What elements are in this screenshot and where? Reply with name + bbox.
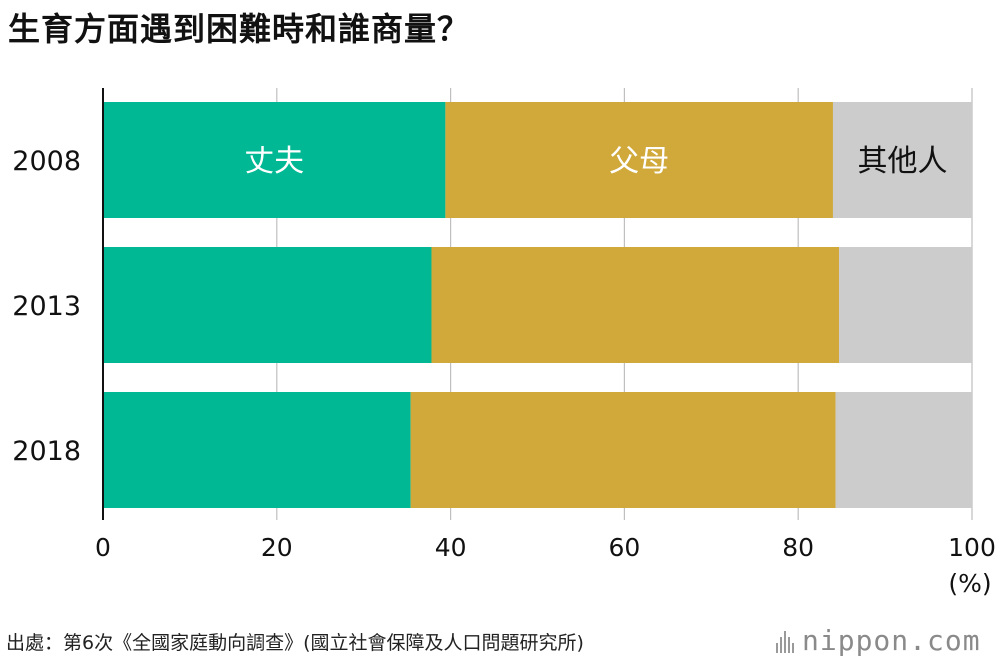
chart-title: 生育方面遇到困難時和誰商量？ bbox=[8, 10, 471, 48]
bar-segment bbox=[445, 102, 833, 218]
bar-segment bbox=[431, 247, 840, 363]
category-label: 2013 bbox=[12, 291, 81, 322]
logo-text: nippon.com bbox=[802, 624, 981, 657]
bar-segment bbox=[832, 102, 972, 218]
bar-segment bbox=[103, 392, 411, 508]
x-unit-label: (%) bbox=[948, 569, 991, 598]
bar-segment bbox=[410, 392, 836, 508]
series-label: 丈夫 bbox=[244, 144, 304, 179]
bar-segment bbox=[839, 247, 972, 363]
series-label: 父母 bbox=[609, 144, 669, 179]
bar-segment bbox=[103, 247, 432, 363]
series-label: 其他人 bbox=[857, 144, 947, 179]
x-tick-label: 60 bbox=[608, 533, 640, 562]
inline-series-labels: 丈夫 父母 其他人 bbox=[244, 144, 947, 179]
nippon-logo: nippon.com bbox=[776, 624, 981, 657]
bars bbox=[103, 102, 972, 508]
bar-segment bbox=[103, 102, 446, 218]
axes: 2008 2013 2018 0 20 40 60 80 100 (%) bbox=[12, 88, 996, 598]
x-tick-label: 40 bbox=[435, 533, 467, 562]
source-note: 出處：第6次《全國家庭動向調查》(國立社會保障及人口問題研究所) bbox=[6, 632, 584, 654]
x-tick-label: 0 bbox=[95, 533, 111, 562]
category-label: 2008 bbox=[12, 146, 81, 177]
stacked-bar-chart: 丈夫 父母 其他人 2008 2013 2018 0 20 40 60 80 100 (%) bbox=[12, 88, 996, 598]
bar-segment bbox=[835, 392, 972, 508]
category-label: 2018 bbox=[12, 436, 81, 467]
x-tick-label: 20 bbox=[261, 533, 293, 562]
x-tick-label: 100 bbox=[948, 533, 996, 562]
logo-bars-icon bbox=[776, 629, 796, 653]
x-tick-label: 80 bbox=[782, 533, 814, 562]
